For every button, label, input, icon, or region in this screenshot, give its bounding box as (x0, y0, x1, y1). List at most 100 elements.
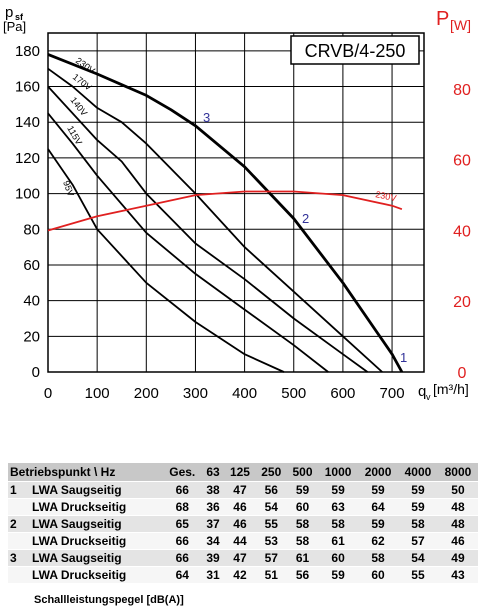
y-label-sub: sf (15, 12, 24, 22)
table-cell: 54 (255, 498, 287, 516)
table-cell: 59 (358, 481, 399, 499)
table-cell: 61 (286, 549, 319, 567)
x-label-unit: [m³/h] (433, 381, 469, 397)
table-row: LWA Druckseitig 68 36 46 54 60 63 64 59 48 (8, 498, 478, 516)
curve (47, 53, 404, 373)
table-cell: 47 (224, 481, 256, 499)
table-cell: LWA Druckseitig (30, 532, 163, 550)
table-cell: 57 (398, 532, 438, 550)
table-cell: 58 (358, 549, 399, 567)
table-cell: 34 (201, 532, 225, 550)
table-cell: 42 (224, 566, 256, 584)
x-label: q (418, 383, 426, 400)
table-cell (8, 566, 30, 584)
curve (47, 148, 285, 373)
table-cell: 1 (8, 481, 30, 499)
table-cell: 56 (286, 566, 319, 584)
table-cell: 39 (201, 549, 225, 567)
table-cell: LWA Saugseitig (30, 549, 163, 567)
table-cell: LWA Druckseitig (30, 566, 163, 584)
table-cell: 31 (201, 566, 225, 584)
y-tick-label: 20 (23, 328, 40, 345)
y-tick-label: 0 (32, 364, 40, 381)
table-cell: 62 (358, 532, 399, 550)
y2-tick-label: 20 (453, 294, 471, 311)
header-cell: 125 (224, 463, 256, 482)
y2-label-unit: [W] (450, 17, 471, 33)
table-cell: 54 (398, 549, 438, 567)
y-tick-label: 60 (23, 257, 40, 274)
x-tick-label: 100 (85, 385, 110, 402)
table-cell: 38 (201, 481, 225, 499)
table-cell: 37 (201, 515, 225, 533)
table-cell: 59 (398, 498, 438, 516)
table-cell: 36 (201, 498, 225, 516)
table-cell: 58 (398, 515, 438, 533)
x-tick-label: 400 (232, 385, 257, 402)
x-tick-label: 300 (183, 385, 208, 402)
header-row: Betriebspunkt \ Hz Ges. 63 125 250 500 1000 200… (8, 463, 478, 482)
curve (47, 112, 329, 373)
table-cell: 3 (8, 549, 30, 567)
table-cell: 59 (286, 481, 319, 499)
table-cell: 49 (437, 549, 478, 567)
table-cell: LWA Saugseitig (30, 515, 163, 533)
table-cell: LWA Saugseitig (30, 481, 163, 499)
table-cell: 55 (255, 515, 287, 533)
table-cell: 57 (255, 549, 287, 567)
table-cell: 65 (162, 515, 202, 533)
table-cell: 56 (255, 481, 287, 499)
table-cell: 58 (286, 532, 319, 550)
point-label: 3 (203, 110, 210, 125)
curve (47, 85, 369, 373)
table-cell: LWA Druckseitig (30, 498, 163, 516)
table-cell: 43 (437, 566, 478, 584)
point-label: 1 (400, 350, 407, 365)
table-cell: 58 (286, 515, 319, 533)
y2-label: P (436, 8, 449, 30)
table-cell: 61 (318, 532, 359, 550)
y-tick-label: 180 (15, 43, 40, 60)
table-cell (8, 498, 30, 516)
table-cell: 55 (398, 566, 438, 584)
table-cell: 64 (358, 498, 399, 516)
table-cell: 53 (255, 532, 287, 550)
y2-tick-label: 60 (453, 153, 471, 170)
table-cell: 63 (318, 498, 359, 516)
x-tick-label: 200 (134, 385, 159, 402)
table-cell: 51 (255, 566, 287, 584)
table-cell: 60 (286, 498, 319, 516)
header-cell: 500 (286, 463, 319, 482)
curve-label: 115V (65, 124, 84, 147)
header-cell: 4000 (398, 463, 438, 482)
x-tick-label: 600 (330, 385, 355, 402)
table-row: 1 LWA Saugseitig 66 38 47 56 59 59 59 59 50 (8, 481, 478, 499)
table-row: LWA Druckseitig 66 34 44 53 58 61 62 57 46 (8, 532, 478, 550)
y-tick-label: 80 (23, 221, 40, 238)
y-label-unit: [Pa] (3, 19, 26, 34)
x-label-sub: v (426, 392, 431, 402)
header-cell: 1000 (318, 463, 359, 482)
table-cell: 59 (358, 515, 399, 533)
y2-tick-label: 40 (453, 223, 471, 240)
header-cell: Betriebspunkt \ Hz (8, 463, 163, 482)
table-cell: 59 (398, 481, 438, 499)
x-tick-label: 700 (380, 385, 405, 402)
curve-label: 230V (375, 189, 398, 203)
y-label: p (5, 4, 13, 21)
table-cell: 48 (437, 515, 478, 533)
table-cell: 44 (224, 532, 256, 550)
table-cell: 66 (162, 532, 202, 550)
table-cell: 46 (437, 532, 478, 550)
curve (47, 190, 403, 232)
table-cell: 66 (162, 549, 202, 567)
table-footer: Schallleistungspegel [dB(A)] (34, 594, 184, 606)
table-cell: 59 (318, 481, 359, 499)
table-cell: 2 (8, 515, 30, 533)
table-cell: 46 (224, 515, 256, 533)
table-cell: 58 (318, 515, 359, 533)
header-cell: Ges. (162, 463, 202, 482)
table-row: 3 LWA Saugseitig 66 39 47 57 61 60 58 54 49 (8, 549, 478, 567)
